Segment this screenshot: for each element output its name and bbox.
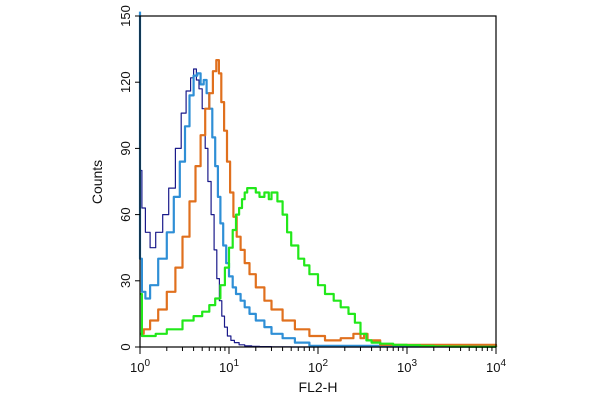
series-line-2 (138, 11, 498, 347)
y-axis-title: Counts (89, 160, 105, 204)
plot-frame (139, 15, 497, 348)
series-line-4 (140, 187, 498, 348)
y-tick-label: 30 (118, 274, 133, 288)
series-line-3 (140, 59, 498, 347)
x-tick-label: 104 (486, 358, 506, 375)
x-tick-label: 101 (219, 358, 239, 375)
x-tick-label: 102 (308, 358, 328, 375)
y-tick-label: 120 (118, 71, 133, 93)
series-layer (138, 11, 498, 348)
x-tick-label: 100 (130, 358, 150, 375)
y-tick-label: 90 (118, 141, 133, 155)
x-tick-label: 103 (397, 358, 417, 375)
y-tick-label: 150 (118, 5, 133, 27)
series-line-1 (139, 20, 496, 348)
y-tick-label: 60 (118, 207, 133, 221)
ticks-layer: 0 30 60 90 120 150 100 101 102 103 104 (118, 5, 506, 375)
y-tick-label: 0 (118, 343, 133, 350)
x-axis-title: FL2-H (299, 379, 338, 395)
